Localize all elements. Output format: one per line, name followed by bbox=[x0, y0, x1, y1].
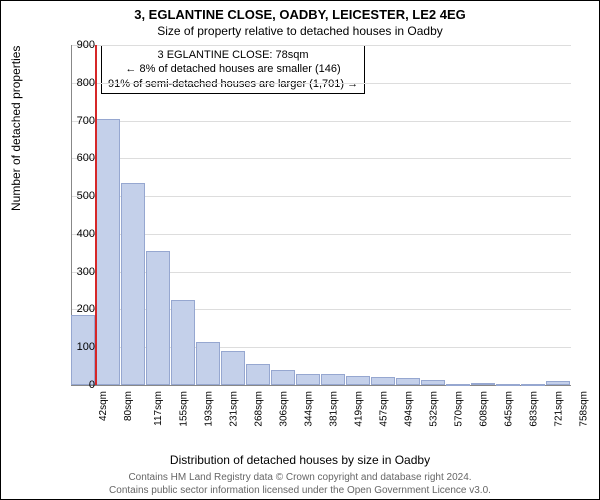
x-tick-label: 419sqm bbox=[354, 391, 365, 427]
y-tick-label: 100 bbox=[65, 341, 95, 353]
histogram-bar bbox=[96, 119, 120, 385]
histogram-bar bbox=[521, 384, 545, 386]
histogram-bar bbox=[321, 374, 345, 385]
chart-title: 3, EGLANTINE CLOSE, OADBY, LEICESTER, LE… bbox=[1, 1, 599, 22]
gridline bbox=[71, 234, 571, 235]
x-tick-label: 608sqm bbox=[479, 391, 490, 427]
histogram-bar bbox=[471, 383, 495, 385]
gridline bbox=[71, 121, 571, 122]
histogram-bar bbox=[446, 384, 470, 386]
histogram-bar bbox=[196, 342, 220, 385]
histogram-bar bbox=[271, 370, 295, 385]
x-tick-label: 344sqm bbox=[304, 391, 315, 427]
histogram-bar bbox=[171, 300, 195, 385]
gridline bbox=[71, 158, 571, 159]
x-tick-label: 268sqm bbox=[254, 391, 265, 427]
histogram-bar bbox=[346, 376, 370, 385]
chart-footer: Contains HM Land Registry data © Crown c… bbox=[1, 471, 599, 497]
x-tick-label: 80sqm bbox=[123, 391, 134, 421]
gridline bbox=[71, 196, 571, 197]
histogram-bar bbox=[396, 378, 420, 385]
plot-area bbox=[71, 45, 571, 385]
x-tick-label: 758sqm bbox=[579, 391, 590, 427]
histogram-bar bbox=[121, 183, 145, 385]
histogram-bar bbox=[421, 380, 445, 385]
footer-line-1: Contains HM Land Registry data © Crown c… bbox=[1, 471, 599, 484]
x-tick-label: 457sqm bbox=[379, 391, 390, 427]
y-tick-label: 400 bbox=[65, 228, 95, 240]
property-marker-line bbox=[95, 45, 97, 385]
footer-line-2: Contains public sector information licen… bbox=[1, 484, 599, 497]
x-tick-label: 645sqm bbox=[504, 391, 515, 427]
x-tick-label: 570sqm bbox=[454, 391, 465, 427]
x-tick-label: 494sqm bbox=[404, 391, 415, 427]
histogram-bar bbox=[546, 381, 570, 385]
histogram-bar bbox=[221, 351, 245, 385]
y-tick-label: 800 bbox=[65, 77, 95, 89]
histogram-bar bbox=[246, 364, 270, 385]
x-tick-label: 381sqm bbox=[329, 391, 340, 427]
y-tick-label: 0 bbox=[65, 379, 95, 391]
histogram-bar bbox=[146, 251, 170, 385]
y-tick-label: 300 bbox=[65, 266, 95, 278]
histogram-bar bbox=[296, 374, 320, 385]
histogram-bar bbox=[496, 384, 520, 386]
x-axis-label: Distribution of detached houses by size … bbox=[1, 453, 599, 467]
y-tick-label: 500 bbox=[65, 190, 95, 202]
y-tick-label: 900 bbox=[65, 39, 95, 51]
y-tick-label: 600 bbox=[65, 152, 95, 164]
x-tick-label: 231sqm bbox=[229, 391, 240, 427]
x-tick-label: 683sqm bbox=[529, 391, 540, 427]
x-tick-label: 721sqm bbox=[554, 391, 565, 427]
y-axis-label: Number of detached properties bbox=[9, 46, 23, 211]
x-tick-label: 155sqm bbox=[179, 391, 190, 427]
gridline bbox=[71, 45, 571, 46]
x-tick-label: 193sqm bbox=[204, 391, 215, 427]
y-tick-label: 200 bbox=[65, 303, 95, 315]
chart-subtitle: Size of property relative to detached ho… bbox=[1, 22, 599, 38]
histogram-bar bbox=[371, 377, 395, 385]
gridline bbox=[71, 83, 571, 84]
x-tick-label: 117sqm bbox=[153, 391, 164, 426]
x-tick-label: 306sqm bbox=[279, 391, 290, 427]
chart-container: 3, EGLANTINE CLOSE, OADBY, LEICESTER, LE… bbox=[0, 0, 600, 500]
x-tick-label: 42sqm bbox=[98, 391, 109, 421]
y-tick-label: 700 bbox=[65, 115, 95, 127]
x-tick-label: 532sqm bbox=[429, 391, 440, 427]
